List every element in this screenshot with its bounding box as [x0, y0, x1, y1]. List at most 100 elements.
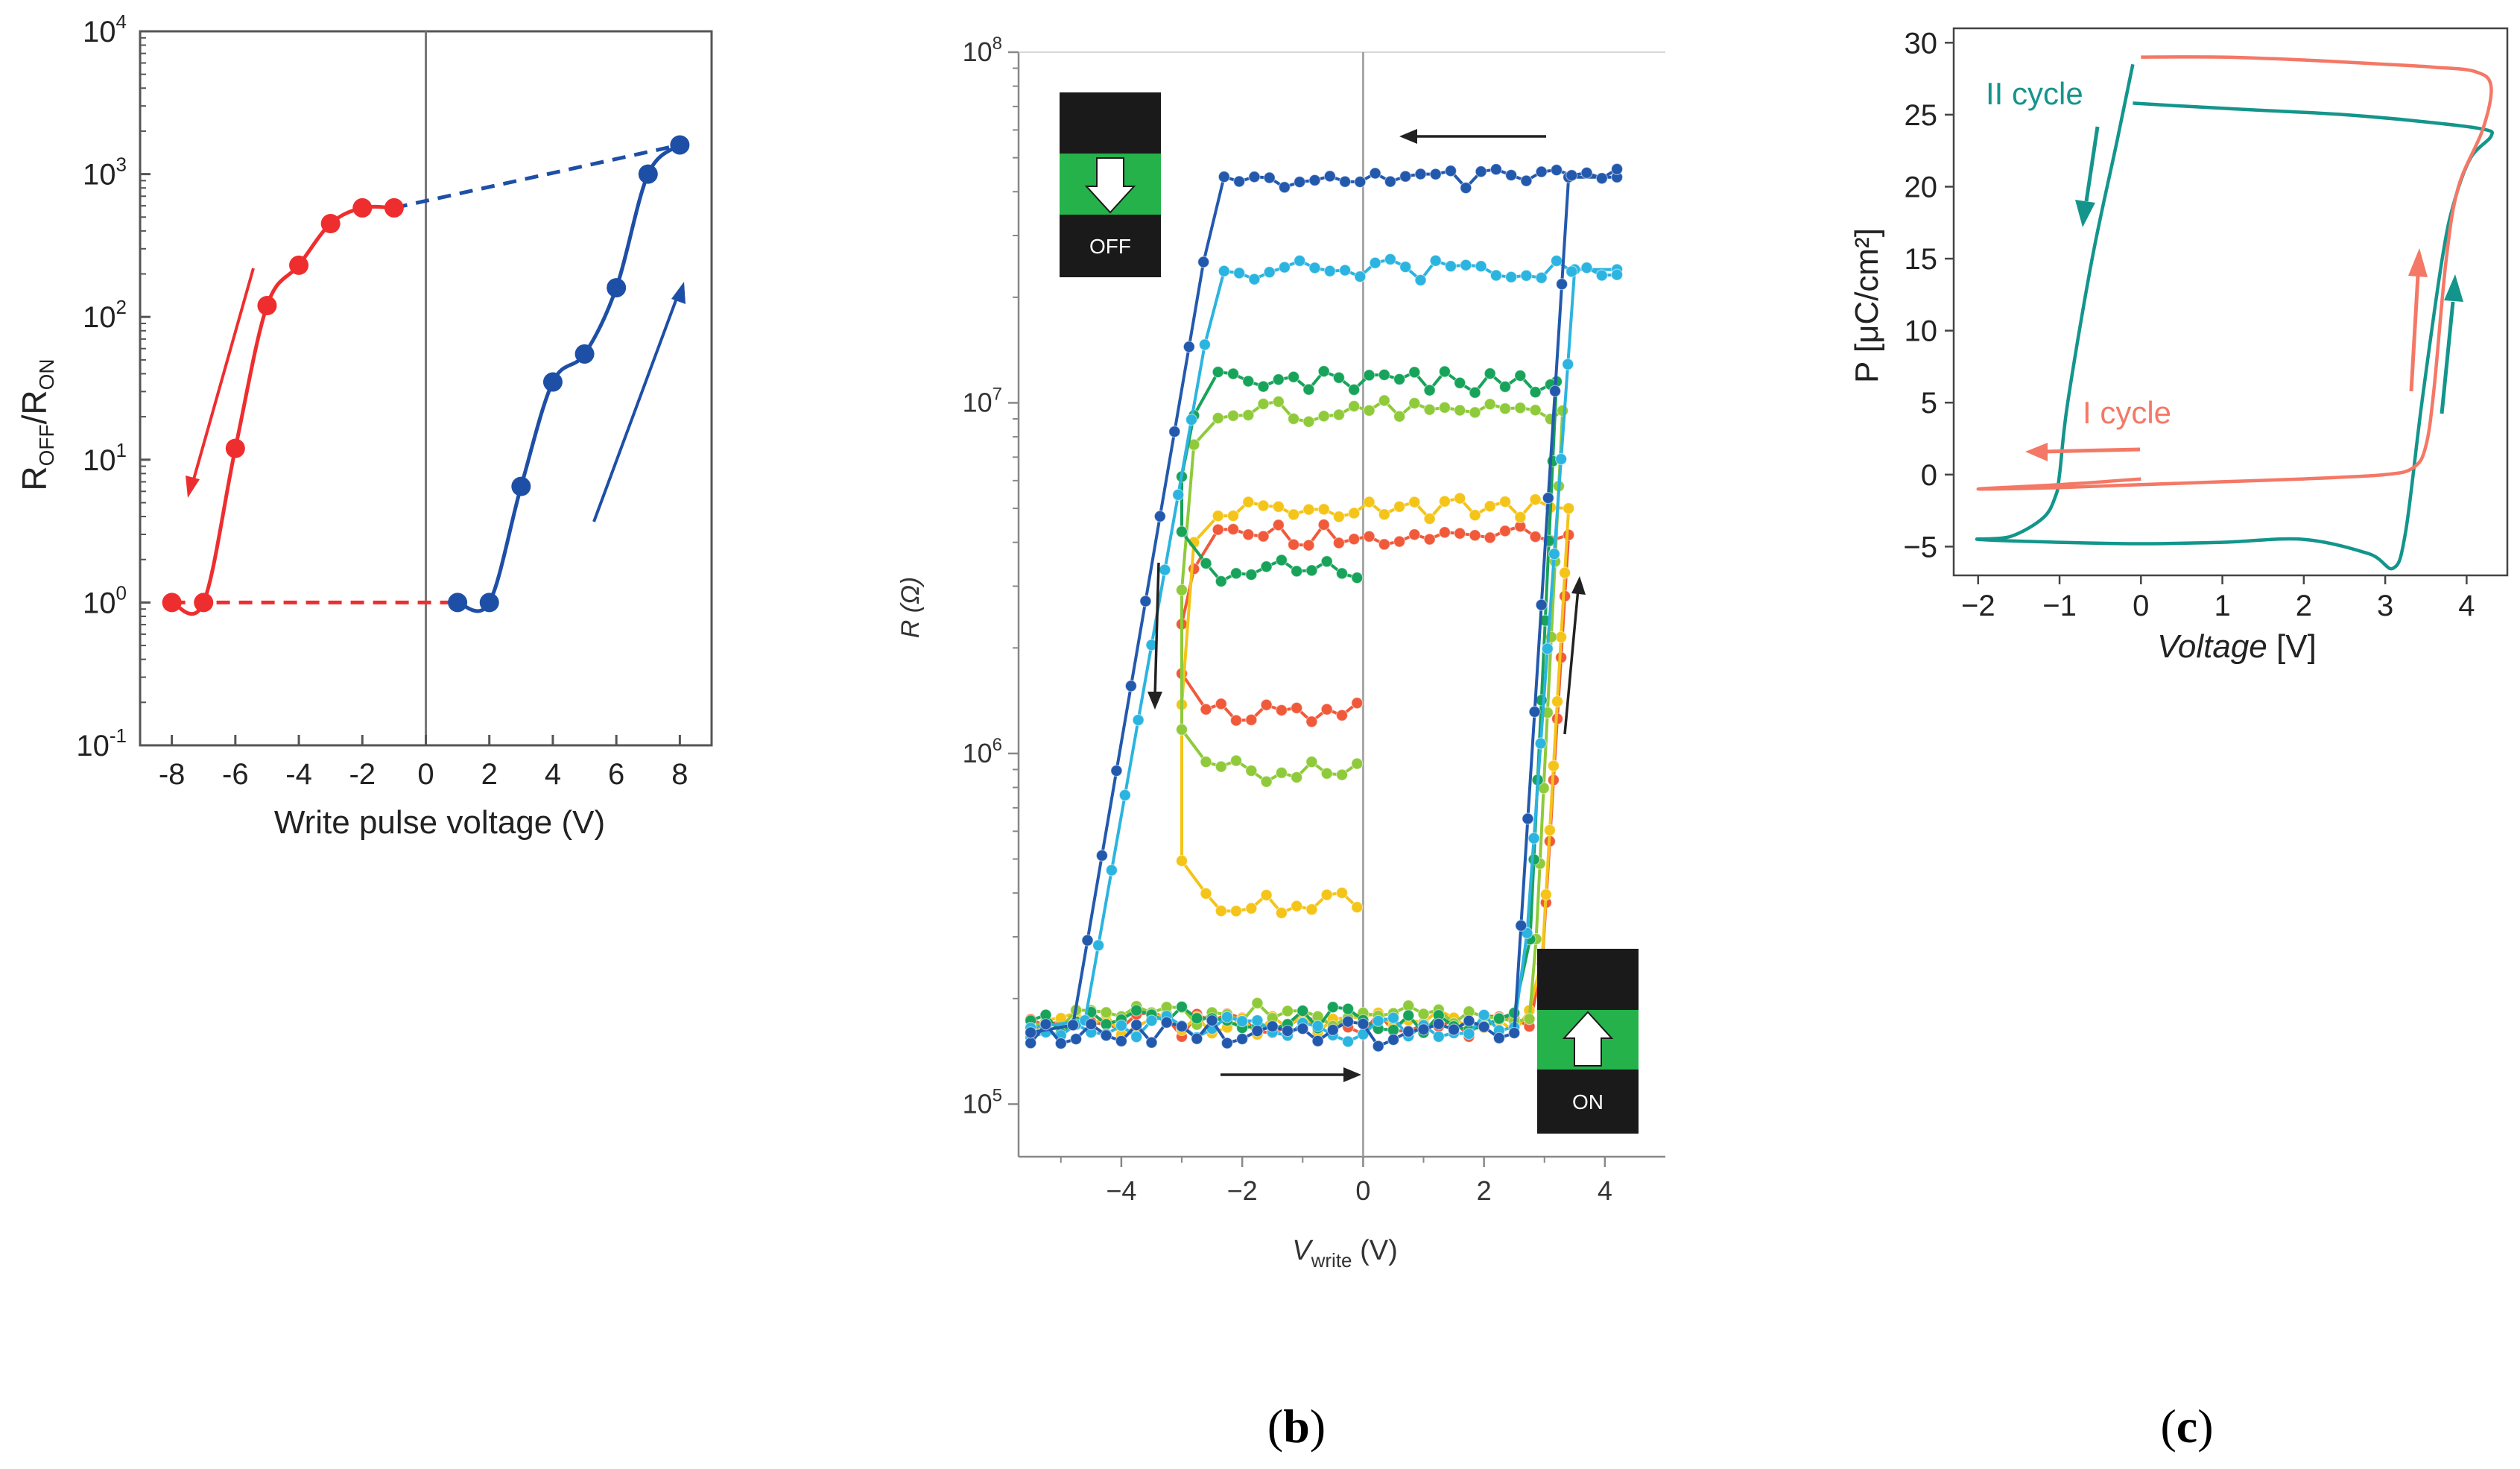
panel-c-xtick-label: 3 [2377, 590, 2393, 622]
panel-b-data-point [1393, 373, 1406, 385]
panel-c-xtick-label: −1 [2042, 590, 2077, 622]
panel-c-ytick-label: 0 [1921, 459, 1937, 492]
panel-b-data-point [1484, 500, 1496, 513]
panel-b-data-point [1478, 1020, 1490, 1033]
panel-c-cycle-1-label: I cycle [2083, 395, 2171, 430]
panel-b-data-point [1469, 406, 1481, 419]
panel-c-xlabel-voltage: Voltage [2157, 628, 2267, 665]
panel-b-data-point [1363, 369, 1375, 382]
panel-b-data-point [1221, 1037, 1233, 1049]
panel-b-data-point [1175, 525, 1188, 538]
panel-a-data-point [320, 214, 341, 234]
panel-b-data-point [1408, 397, 1421, 410]
panel-a-data-point [448, 593, 468, 613]
panel-b-data-point [1311, 1034, 1324, 1047]
panel-b-data-point [1100, 1029, 1112, 1042]
panel-b-data-point [1351, 697, 1364, 710]
panel-b-data-point [1212, 411, 1224, 425]
panel-b-data-point [1226, 522, 1240, 536]
panel-b-data-point [1489, 269, 1503, 282]
panel-b-data-point [1351, 901, 1364, 914]
panel-b-data-point [1341, 1002, 1355, 1015]
panel-b-ytick-label: 108 [963, 34, 1002, 67]
panel-b-data-point [1272, 519, 1285, 531]
panel-b-arrowhead-left [1147, 692, 1162, 710]
panel-a-data-point [638, 164, 658, 184]
panel-b-data-point [1200, 887, 1212, 900]
panel-b-data-point [1175, 1020, 1188, 1033]
panel-b-data-point [1402, 1009, 1415, 1022]
panel-b-data-point [1522, 812, 1534, 825]
panel-b-data-point [1175, 854, 1188, 868]
panel-b-data-point [1263, 266, 1276, 279]
panel-a-ytick-label: 101 [83, 439, 127, 477]
panel-a-data-point [542, 372, 563, 392]
panel-a-ylabel-slash: /R [15, 390, 54, 424]
panel-b-data-point [1534, 737, 1547, 750]
panel-b-data-point [1287, 370, 1300, 383]
panel-a-data-point [194, 593, 214, 613]
panel-b-data-point [1498, 402, 1512, 415]
panel-b-data-point [1275, 704, 1288, 717]
panel-b-data-point [1378, 394, 1390, 407]
panel-b-data-point [1291, 771, 1303, 784]
panel-b-data-point [1460, 259, 1472, 271]
panel-b-data-point [1387, 1033, 1400, 1046]
panel-b-data-point [1215, 575, 1227, 588]
panel-b-data-point [1351, 572, 1364, 584]
panel-b-data-point [1175, 1000, 1188, 1014]
panel-b-data-point [1218, 265, 1230, 277]
panel-b-data-point [1326, 1001, 1339, 1014]
panel-b-data-point [1558, 566, 1571, 579]
panel-b-data-point [1529, 386, 1542, 399]
panel-b-data-point [1248, 273, 1261, 285]
panel-a-xtick-label: 6 [608, 758, 624, 791]
panel-c-caption-open: ( [2160, 1400, 2176, 1453]
panel-b-data-point [1547, 759, 1560, 772]
panel-b-data-point [1229, 714, 1243, 727]
panel-b-xlabel-unit: (V) [1352, 1235, 1398, 1266]
panel-b-data-point [1454, 404, 1466, 417]
panel-b-data-point [1297, 1005, 1309, 1017]
panel-b-data-point [1105, 864, 1118, 876]
panel-b-data-point [1260, 775, 1273, 788]
panel-b-data-point [1332, 511, 1346, 523]
panel-b-data-point [1369, 256, 1381, 269]
panel-c-frame [1952, 27, 2509, 577]
panel-b-ytick-label: 105 [963, 1085, 1002, 1119]
panel-b-data-point [1478, 1008, 1490, 1022]
panel-b-data-point [1229, 754, 1243, 767]
panel-b-data-point [1387, 1011, 1400, 1024]
panel-b-ytick-exp: 8 [993, 34, 1002, 54]
panel-a-ytick-label: 102 [83, 296, 127, 334]
panel-b-data-point [1438, 526, 1451, 539]
panel-a-ylabel-off: OFF [35, 424, 58, 466]
panel-b-data-point [1498, 525, 1512, 537]
panel-b-data-point [1226, 409, 1240, 422]
panel-b-data-point [1326, 1023, 1339, 1037]
panel-b-data-point [1320, 888, 1333, 901]
panel-b-data-point [1272, 373, 1285, 386]
panel-b-data-point [1514, 369, 1527, 382]
panel-a-data-point [384, 198, 404, 218]
panel-b-data-point [1215, 760, 1227, 773]
panel-b-data-point [1200, 557, 1212, 570]
panel-b-data-point [1338, 264, 1352, 277]
panel-b-data-point [1212, 523, 1224, 536]
panel-b-inset-on-label: ON [1572, 1090, 1604, 1113]
panel-b-data-point [1130, 1004, 1143, 1017]
panel-c-ytick-label: 15 [1905, 243, 1938, 276]
panel-b-series-line [1030, 369, 1559, 1036]
panel-b-data-point [1504, 271, 1518, 283]
panel-a-links [171, 143, 680, 604]
panel-a-xlabel: Write pulse voltage (V) [274, 804, 605, 841]
panel-a-series-line [171, 204, 394, 616]
panel-b-data-point [1384, 253, 1397, 265]
panel-b-data-point [1188, 563, 1200, 575]
panel-b-xlabel: Vwrite (V) [1292, 1235, 1397, 1271]
panel-b-data-point [1066, 1019, 1080, 1032]
panel-b-inset-off-label: OFF [1089, 235, 1131, 258]
panel-c-caption-letter: c [2176, 1400, 2197, 1453]
panel-b-data-point [1291, 701, 1303, 715]
panel-a-ytick-exp: 0 [116, 581, 127, 604]
